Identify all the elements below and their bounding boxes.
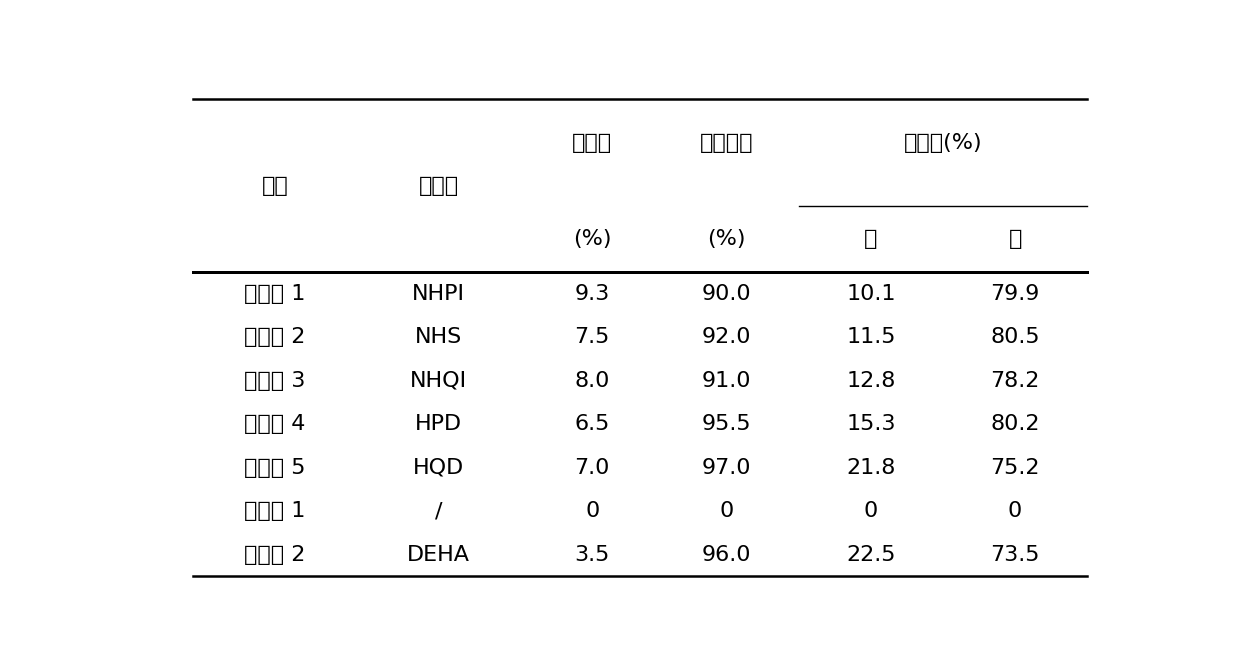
Text: 75.2: 75.2 [991,457,1040,478]
Text: 79.9: 79.9 [991,283,1040,304]
Text: 80.2: 80.2 [991,414,1040,434]
Text: 总选择性: 总选择性 [701,132,754,152]
Text: 0: 0 [719,501,734,521]
Text: 22.5: 22.5 [846,544,895,565]
Text: /: / [435,501,443,521]
Text: 7.5: 7.5 [574,327,610,347]
Text: 实施例 5: 实施例 5 [244,457,306,478]
Text: 9.3: 9.3 [574,283,610,304]
Text: 92.0: 92.0 [702,327,751,347]
Text: 90.0: 90.0 [702,283,751,304]
Text: 96.0: 96.0 [702,544,751,565]
Text: 实施例 4: 实施例 4 [244,414,306,434]
Text: 73.5: 73.5 [991,544,1040,565]
Text: HQD: HQD [413,457,464,478]
Text: 酮: 酮 [1008,229,1022,249]
Text: 醇: 醇 [864,229,878,249]
Text: 11.5: 11.5 [846,327,895,347]
Text: 15.3: 15.3 [846,414,895,434]
Text: 对比例 2: 对比例 2 [244,544,306,565]
Text: (%): (%) [708,229,746,249]
Text: 91.0: 91.0 [702,370,751,391]
Text: 0: 0 [864,501,878,521]
Text: 80.5: 80.5 [991,327,1040,347]
Text: 6.5: 6.5 [574,414,610,434]
Text: 实施例 1: 实施例 1 [244,283,306,304]
Text: 对比例 1: 对比例 1 [244,501,306,521]
Text: 21.8: 21.8 [846,457,895,478]
Text: 0: 0 [1008,501,1022,521]
Text: 催化剧: 催化剧 [418,176,459,196]
Text: 实施例 3: 实施例 3 [244,370,306,391]
Text: 选择性(%): 选择性(%) [904,132,982,152]
Text: DEHA: DEHA [407,544,470,565]
Text: 78.2: 78.2 [991,370,1040,391]
Text: NHPI: NHPI [412,283,465,304]
Text: 3.5: 3.5 [574,544,610,565]
Text: 95.5: 95.5 [702,414,751,434]
Text: NHS: NHS [415,327,463,347]
Text: (%): (%) [573,229,611,249]
Text: NHQI: NHQI [410,370,467,391]
Text: 0: 0 [585,501,599,521]
Text: 转化率: 转化率 [572,132,613,152]
Text: 10.1: 10.1 [846,283,895,304]
Text: 编号: 编号 [262,176,289,196]
Text: 8.0: 8.0 [574,370,610,391]
Text: 97.0: 97.0 [702,457,751,478]
Text: 12.8: 12.8 [846,370,895,391]
Text: HPD: HPD [415,414,463,434]
Text: 7.0: 7.0 [574,457,610,478]
Text: 实施例 2: 实施例 2 [244,327,306,347]
